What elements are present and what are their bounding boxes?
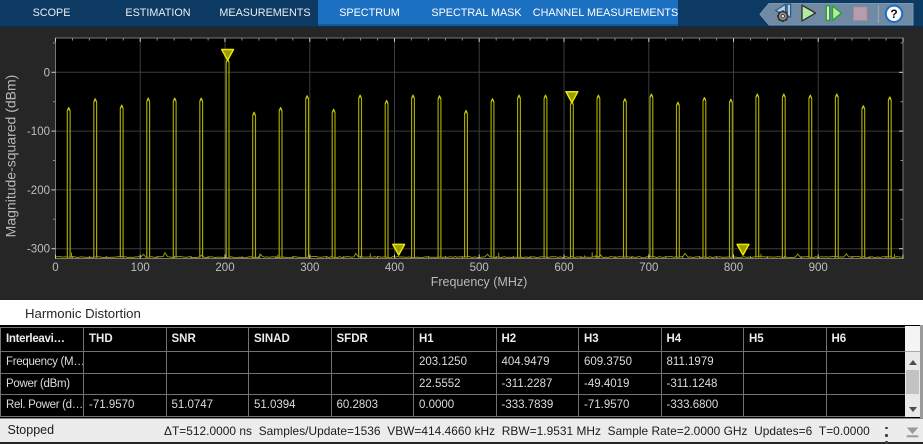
svg-text:-200: -200 [27, 185, 50, 197]
svg-text:200: 200 [215, 262, 234, 274]
svg-text:0: 0 [52, 262, 58, 274]
svg-text:900: 900 [809, 262, 828, 274]
svg-text:Magnitude-squared (dBm): Magnitude-squared (dBm) [3, 75, 19, 238]
svg-text:-300: -300 [27, 244, 50, 256]
svg-text:-100: -100 [27, 126, 50, 138]
svg-text:0: 0 [44, 67, 50, 79]
svg-text:700: 700 [639, 262, 658, 274]
svg-text:400: 400 [385, 262, 404, 274]
svg-text:100: 100 [131, 262, 150, 274]
svg-text:600: 600 [554, 262, 573, 274]
svg-text:300: 300 [300, 262, 319, 274]
svg-text:800: 800 [724, 262, 743, 274]
svg-text:?: ? [890, 7, 897, 21]
svg-text:Frequency (MHz): Frequency (MHz) [431, 275, 528, 289]
svg-text:500: 500 [470, 262, 489, 274]
